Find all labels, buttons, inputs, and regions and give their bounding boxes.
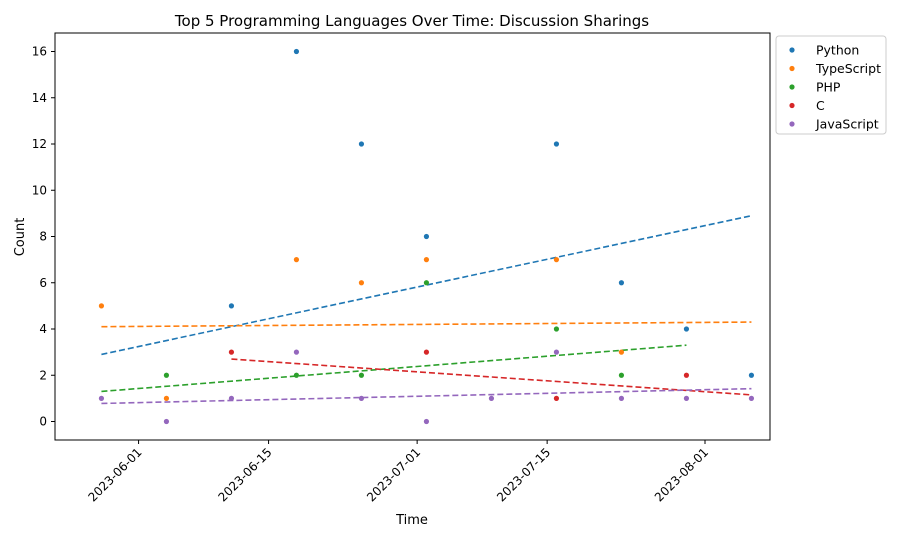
x-axis-label: Time [395, 513, 428, 528]
legend-marker-javascript [789, 121, 795, 127]
point-python [228, 303, 235, 309]
point-c [683, 372, 690, 378]
point-javascript [293, 349, 300, 355]
y-tick-label: 6 [39, 276, 47, 290]
point-javascript [228, 395, 235, 401]
legend-marker-c [789, 102, 795, 109]
point-javascript [618, 395, 625, 401]
y-tick-label: 0 [39, 415, 47, 429]
x-tick-label: 2023-06-01 [85, 445, 144, 504]
point-typescript [98, 303, 105, 309]
trendlines [101, 214, 752, 405]
legend-label-typescript: TypeScript [815, 61, 881, 76]
point-php [163, 372, 170, 378]
point-php [618, 372, 625, 378]
point-c [553, 395, 560, 401]
point-typescript [618, 349, 625, 355]
data-points [98, 48, 755, 425]
point-python [748, 372, 755, 378]
y-tick-label: 2 [39, 368, 47, 382]
x-axis: 2023-06-01 2023-06-15 2023-07-01 2023-07-15… [85, 440, 711, 504]
point-php [553, 326, 560, 332]
trendline-c [231, 358, 752, 396]
point-typescript [423, 257, 430, 263]
trendline-php [101, 344, 687, 393]
point-javascript [748, 395, 755, 401]
y-tick-label: 4 [39, 322, 47, 336]
point-typescript [163, 395, 170, 401]
legend-frame [775, 35, 887, 135]
point-typescript [553, 257, 560, 263]
point-javascript [423, 418, 430, 425]
plot-area-frame [54, 32, 771, 441]
point-typescript [293, 257, 300, 263]
chart-title: Top 5 Programming Languages Over Time: D… [174, 12, 649, 30]
point-python [358, 141, 365, 147]
trendline-python [101, 214, 752, 356]
point-javascript [98, 395, 105, 401]
trendline-typescript [101, 321, 752, 328]
y-axis-label: Count [13, 218, 28, 257]
x-tick-label: 2023-06-15 [215, 445, 274, 504]
y-tick-label: 12 [32, 137, 47, 151]
legend-marker-python [789, 47, 795, 53]
legend: Python TypeScript PHP C JavaScript [775, 35, 887, 135]
legend-label-javascript: JavaScript [815, 117, 879, 132]
legend-marker-typescript [789, 65, 795, 72]
y-tick-label: 10 [32, 183, 47, 197]
legend-label-php: PHP [816, 80, 841, 95]
trendline-javascript [101, 387, 752, 405]
point-php [293, 372, 300, 378]
point-typescript [358, 280, 365, 286]
point-php [423, 280, 430, 286]
y-tick-label: 8 [39, 230, 47, 244]
point-python [423, 233, 430, 240]
x-tick-label: 2023-08-01 [652, 445, 711, 504]
y-tick-label: 14 [32, 91, 47, 105]
x-tick-label: 2023-07-15 [494, 445, 553, 504]
y-tick-label: 16 [32, 45, 47, 59]
point-javascript [683, 395, 690, 401]
point-javascript [553, 349, 560, 355]
point-python [293, 48, 300, 55]
point-javascript [488, 395, 495, 401]
legend-label-python: Python [816, 43, 859, 58]
point-javascript [163, 418, 170, 425]
point-php [358, 372, 365, 378]
legend-marker-php [789, 84, 795, 90]
point-javascript [358, 395, 365, 401]
point-c [423, 349, 430, 355]
point-python [683, 326, 690, 332]
legend-label-c: C [816, 98, 825, 113]
point-c [228, 349, 235, 355]
point-python [553, 141, 560, 147]
x-tick-label: 2023-07-01 [364, 445, 423, 504]
point-python [618, 280, 625, 286]
y-axis: 0 2 4 6 8 10 12 14 16 [32, 45, 55, 429]
